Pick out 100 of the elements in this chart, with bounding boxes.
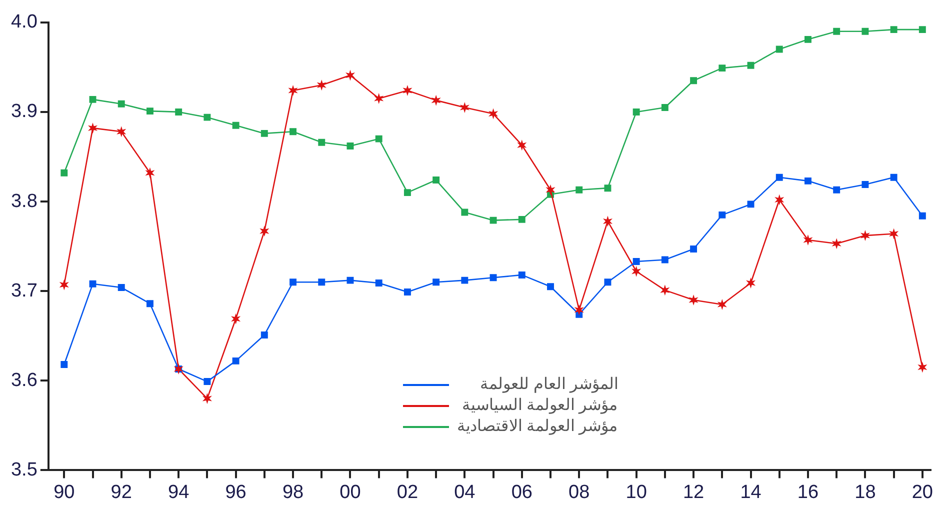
point	[232, 122, 240, 129]
x-tick-label: 16	[797, 482, 819, 503]
point	[604, 184, 612, 192]
x-tick-label: 02	[396, 482, 418, 503]
point	[204, 114, 211, 121]
point	[717, 299, 727, 310]
point	[832, 238, 842, 250]
point	[60, 169, 68, 176]
point	[432, 176, 440, 184]
point	[862, 28, 869, 35]
point	[431, 94, 441, 106]
point	[346, 142, 354, 150]
point	[718, 64, 726, 72]
point	[290, 278, 296, 286]
point	[602, 216, 612, 227]
point	[374, 93, 384, 104]
point	[890, 174, 898, 181]
point	[232, 357, 240, 364]
point	[776, 46, 783, 53]
legend-label: المؤشر العام للعولمة	[479, 375, 618, 395]
point	[690, 246, 698, 252]
point	[576, 186, 583, 194]
point	[118, 100, 125, 108]
x-tick-label: 18	[854, 482, 876, 503]
y-tick-label: 3.5	[10, 459, 38, 480]
point	[460, 102, 470, 113]
x-tick-label: 04	[454, 482, 476, 503]
point	[490, 274, 497, 282]
x-tick-label: 96	[225, 482, 246, 503]
point	[604, 278, 612, 286]
point	[404, 189, 411, 196]
x-tick-label: 12	[682, 482, 704, 503]
x-tick-label: 14	[740, 482, 762, 503]
point	[231, 313, 241, 324]
y-tick-label: 3.7	[10, 280, 38, 302]
point	[60, 361, 68, 368]
point	[318, 138, 326, 146]
point	[204, 378, 211, 386]
legend-label: مؤشر العولمة السياسية	[461, 396, 618, 416]
y-tick-label: 3.6	[10, 370, 38, 391]
point	[345, 70, 355, 81]
point	[833, 186, 840, 194]
point	[490, 216, 497, 224]
point	[404, 288, 411, 296]
x-tick-label: 10	[626, 482, 647, 503]
legend-label: مؤشر العولمة الاقتصادية	[457, 417, 618, 437]
point	[803, 234, 813, 246]
point	[747, 200, 754, 208]
x-tick-label: 90	[54, 482, 75, 503]
point	[89, 96, 96, 103]
point	[432, 278, 440, 286]
y-tick-label: 3.8	[10, 190, 38, 212]
point	[632, 108, 640, 116]
point	[889, 228, 899, 240]
point	[918, 212, 926, 220]
point	[89, 280, 96, 288]
x-tick-label: 08	[568, 482, 590, 503]
point	[804, 36, 812, 43]
point	[718, 211, 726, 218]
point	[346, 276, 354, 284]
point	[660, 284, 670, 296]
point	[375, 280, 382, 286]
point	[146, 300, 154, 308]
point	[574, 304, 584, 316]
point	[260, 331, 268, 338]
x-tick-label: 06	[511, 482, 532, 503]
point	[833, 28, 840, 35]
point	[661, 256, 668, 264]
x-tick-label: 98	[282, 482, 304, 503]
point	[146, 108, 154, 115]
point	[88, 122, 98, 134]
point	[547, 283, 554, 290]
point	[690, 77, 698, 84]
point	[518, 216, 526, 223]
point	[747, 62, 754, 69]
point	[375, 135, 382, 142]
point	[461, 208, 468, 216]
point	[862, 181, 869, 188]
point	[260, 130, 268, 137]
point	[918, 362, 928, 373]
point	[804, 177, 812, 184]
x-tick-label: 00	[340, 482, 361, 503]
point	[488, 108, 498, 120]
point	[316, 80, 326, 91]
point	[288, 84, 298, 96]
point	[774, 194, 784, 206]
point	[776, 174, 783, 181]
point	[402, 84, 412, 96]
x-tick-label: 92	[110, 482, 132, 503]
point	[175, 108, 182, 116]
point	[116, 126, 126, 138]
point	[290, 128, 296, 136]
point	[174, 363, 184, 374]
point	[118, 284, 125, 291]
point	[518, 271, 526, 278]
x-tick-label: 94	[168, 482, 190, 503]
point	[688, 294, 698, 306]
point	[918, 26, 926, 34]
x-tick-label: 20	[912, 482, 933, 503]
point	[59, 279, 69, 290]
